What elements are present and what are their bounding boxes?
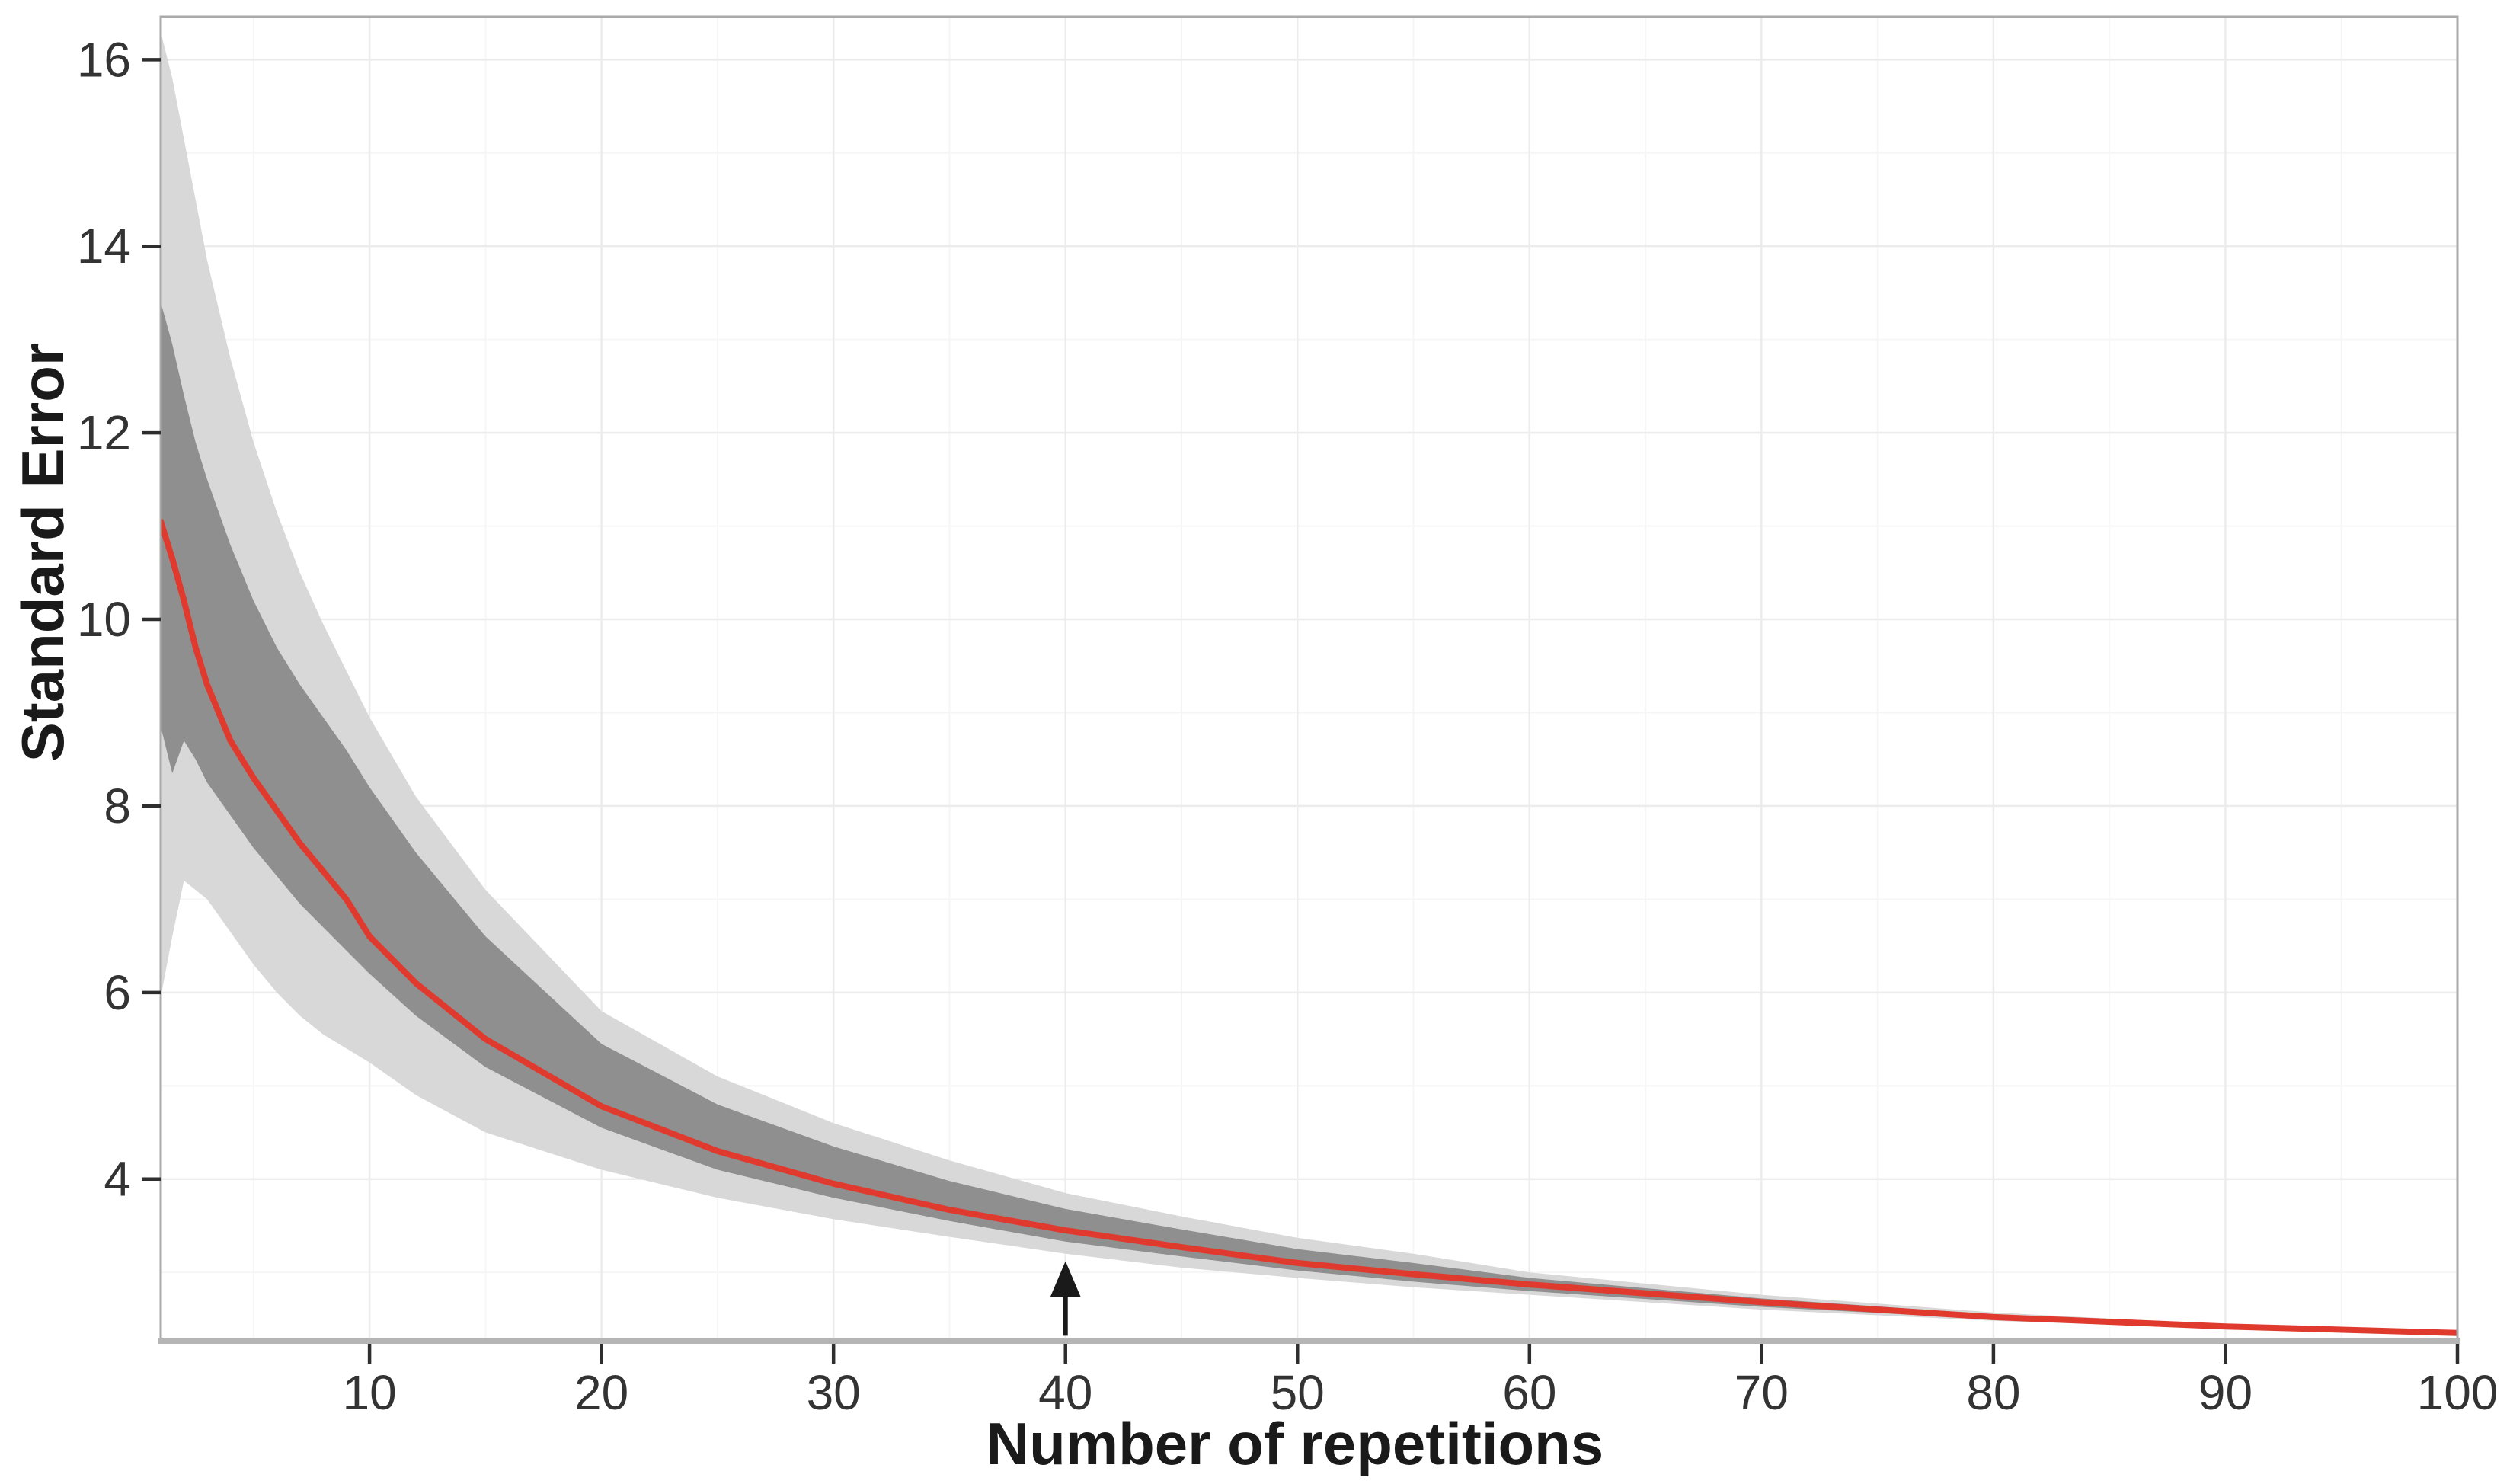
y-tick-label: 6 [104,965,131,1020]
y-tick-label: 14 [77,219,131,273]
y-tick-label: 16 [77,32,131,87]
x-axis-title: Number of repetitions [986,1410,1604,1477]
x-tick-label: 100 [2417,1365,2499,1420]
x-tick-marks [367,1344,2460,1364]
x-tick-label: 90 [2198,1365,2253,1420]
annotation-arrow [1050,1261,1081,1336]
median-line [161,518,2457,1336]
x-tick-label: 20 [574,1365,628,1420]
x-tick-label: 30 [807,1365,861,1420]
arrow-head [1050,1261,1081,1297]
y-tick-label: 12 [77,405,131,460]
panel-background [161,17,2457,1342]
x-tick-label: 70 [1735,1365,1789,1420]
y-tick-label: 8 [104,779,131,833]
x-tick-label: 40 [1038,1365,1092,1420]
x-tick-labels: 10 20 30 40 50 60 70 80 90 100 [342,1365,2498,1420]
y-tick-label: 4 [104,1152,131,1207]
y-axis-title: Standard Error [9,343,76,762]
x-tick-label: 80 [1966,1365,2020,1420]
y-tick-labels: 4 6 8 10 12 14 16 [77,32,131,1206]
x-tick-label: 10 [342,1365,396,1420]
y-tick-label: 10 [77,592,131,647]
y-tick-marks [142,58,161,1181]
x-tick-label: 60 [1502,1365,1556,1420]
x-tick-label: 50 [1271,1365,1325,1420]
